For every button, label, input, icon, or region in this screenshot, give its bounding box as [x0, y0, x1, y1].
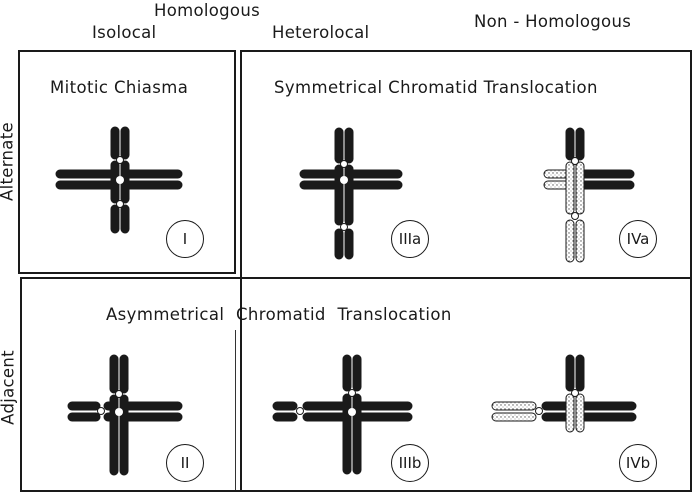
column-divider: [235, 330, 236, 490]
figure-iiia-heterolocal-symmetrical: [299, 127, 403, 260]
badge-i: I: [166, 220, 204, 258]
figure-ivb-nonhomologous-asymmetrical: [491, 354, 637, 433]
header-non-homologous: Non - Homologous: [474, 12, 632, 31]
badge-iva-label: IVa: [626, 230, 650, 248]
badge-ii-label: II: [180, 454, 190, 472]
adjacent-row-box: [20, 277, 692, 492]
badge-iva: IVa: [619, 220, 657, 258]
asymmetrical-translocation-title: Asymmetrical Chromatid Translocation: [106, 305, 452, 324]
header-heterolocal: Heterolocal: [272, 23, 370, 42]
badge-iiia: IIIa: [391, 220, 429, 258]
header-isolocal: Isolocal: [92, 23, 157, 42]
badge-ivb-label: IVb: [625, 454, 651, 472]
badge-ii: II: [166, 444, 204, 482]
badge-iiia-label: IIIa: [398, 230, 422, 248]
figure-i-mitotic-chiasma: [55, 126, 183, 234]
badge-ivb: IVb: [619, 444, 657, 482]
symmetrical-translocation-title: Symmetrical Chromatid Translocation: [274, 78, 598, 97]
badge-i-label: I: [182, 230, 188, 248]
header-homologous: Homologous: [154, 1, 260, 20]
badge-iiib-label: IIIb: [398, 454, 422, 472]
figure-iva-nonhomologous-symmetrical: [543, 127, 635, 263]
figure-iiib-heterolocal-asymmetrical: [272, 354, 413, 475]
mitotic-chiasma-title: Mitotic Chiasma: [50, 78, 189, 97]
figure-ii-isolocal-asymmetrical: [67, 354, 183, 476]
badge-iiib: IIIb: [391, 444, 429, 482]
